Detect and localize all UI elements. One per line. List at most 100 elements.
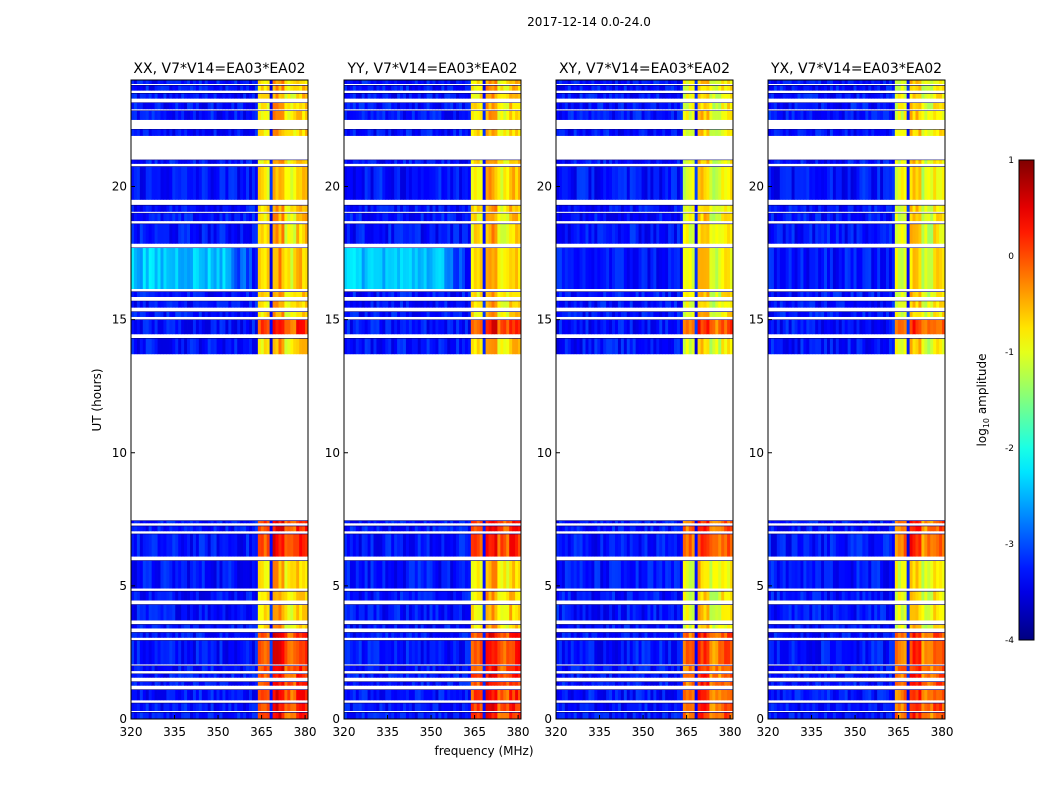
heatmap-cell: [467, 85, 472, 91]
heatmap-cell: [281, 640, 285, 665]
heatmap-cell: [192, 291, 197, 297]
heatmap-cell: [178, 712, 182, 719]
heatmap-cell: [721, 520, 725, 524]
heatmap-cell: [500, 525, 504, 532]
heatmap-cell: [246, 159, 250, 164]
heatmap-cell: [632, 632, 637, 638]
heatmap-cell: [479, 338, 484, 355]
heatmap-cell: [403, 591, 407, 601]
heatmap-cell: [473, 632, 478, 638]
heatmap-cell: [382, 102, 386, 110]
heatmap-cell: [373, 223, 377, 244]
heatmap-cell: [225, 703, 229, 712]
heatmap-cell: [685, 604, 690, 621]
heatmap-cell: [464, 93, 469, 99]
heatmap-cell: [299, 205, 303, 212]
heatmap-cell: [485, 560, 489, 589]
heatmap-cell: [154, 689, 158, 701]
heatmap-cell: [370, 205, 374, 212]
heatmap-cell: [172, 85, 176, 91]
heatmap-cell: [151, 311, 155, 317]
heatmap-cell: [420, 85, 425, 91]
heatmap-cell: [659, 703, 663, 712]
heatmap-cell: [558, 560, 563, 589]
heatmap-cell: [403, 129, 407, 136]
heatmap-cell: [175, 604, 179, 621]
heatmap-cell: [190, 85, 194, 91]
heatmap-cell: [414, 205, 419, 212]
heatmap-cell: [287, 85, 291, 91]
heatmap-cell: [272, 205, 276, 212]
heatmap-cell: [166, 624, 170, 629]
heatmap-cell: [585, 632, 589, 638]
heatmap-cell: [408, 213, 413, 222]
heatmap-cell: [482, 223, 486, 244]
heatmap-cell: [302, 604, 306, 621]
heatmap-cell: [464, 604, 469, 621]
heatmap-cell: [665, 665, 669, 672]
heatmap-cell: [249, 129, 253, 136]
heatmap-cell: [296, 673, 300, 678]
heatmap-cell: [148, 712, 153, 719]
heatmap-cell: [679, 712, 684, 719]
heatmap-cell: [441, 247, 445, 290]
heatmap-cell: [269, 223, 273, 244]
heatmap-cell: [219, 591, 223, 601]
heatmap-cell: [441, 673, 445, 678]
heatmap-cell: [373, 159, 377, 164]
heatmap-cell: [500, 624, 504, 629]
heatmap-cell: [272, 712, 276, 719]
heatmap-cell: [467, 166, 472, 200]
heatmap-cell: [151, 166, 155, 200]
heatmap-cell: [450, 525, 454, 532]
heatmap-cell: [358, 102, 363, 110]
heatmap-cell: [160, 205, 164, 212]
heatmap-cell: [453, 640, 457, 665]
heatmap-cell: [178, 703, 182, 712]
heatmap-cell: [254, 110, 259, 120]
heatmap-cell: [394, 85, 398, 91]
heatmap-cell: [370, 102, 374, 110]
heatmap-cell: [364, 520, 368, 524]
heatmap-cell: [597, 624, 601, 629]
heatmap-cell: [676, 624, 681, 629]
heatmap-cell: [653, 681, 657, 686]
heatmap-cell: [679, 319, 684, 335]
heatmap-cell: [142, 673, 147, 678]
heatmap-cell: [576, 525, 580, 532]
heatmap-cell: [467, 604, 472, 621]
heatmap-cell: [473, 110, 478, 120]
heatmap-cell: [482, 159, 486, 164]
heatmap-cell: [703, 640, 707, 665]
heatmap-cell: [210, 93, 214, 99]
heatmap-cell: [435, 591, 439, 601]
heatmap-cell: [293, 533, 297, 557]
heatmap-cell: [724, 319, 728, 335]
heatmap-cell: [275, 338, 279, 355]
heatmap-cell: [281, 110, 285, 120]
heatmap-cell: [688, 624, 693, 629]
heatmap-cell: [721, 560, 725, 589]
heatmap-cell: [151, 533, 155, 557]
heatmap-cell: [352, 311, 357, 317]
heatmap-cell: [579, 624, 583, 629]
heatmap-cell: [691, 591, 696, 601]
heatmap-cell: [346, 525, 351, 532]
heatmap-cell: [579, 640, 583, 665]
heatmap-cell: [207, 640, 212, 665]
heatmap-cell: [491, 319, 495, 335]
heatmap-cell: [479, 247, 484, 290]
heatmap-cell: [157, 681, 161, 686]
heatmap-cell: [178, 85, 182, 91]
heatmap-cell: [263, 338, 268, 355]
heatmap-cell: [201, 80, 206, 84]
heatmap-cell: [198, 673, 203, 678]
heatmap-cell: [671, 712, 675, 719]
heatmap-cell: [588, 703, 592, 712]
heatmap-cell: [192, 624, 197, 629]
heatmap-cell: [249, 85, 253, 91]
heatmap-cell: [296, 85, 300, 91]
heatmap-cell: [376, 681, 380, 686]
heatmap-cell: [293, 291, 297, 297]
heatmap-cell: [352, 681, 357, 686]
